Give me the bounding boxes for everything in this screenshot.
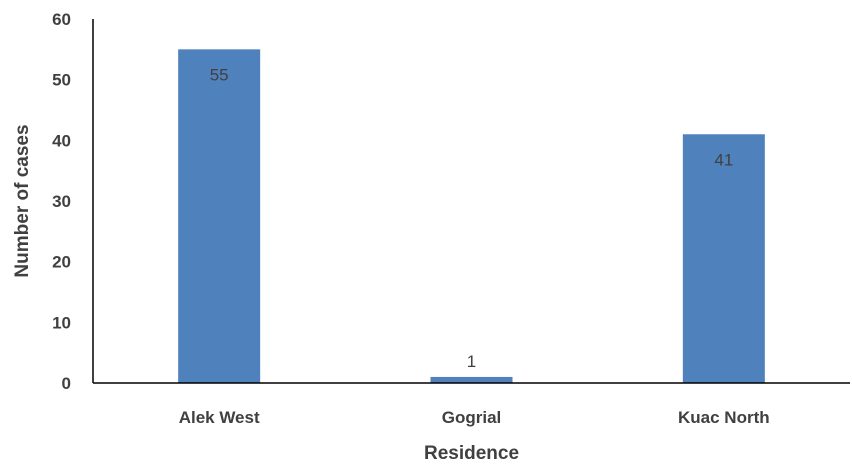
bar-gogrial [430,376,513,383]
y-axis-ticks: 0 10 20 30 40 50 60 [52,10,71,393]
data-labels-group: 55 1 41 [210,65,734,371]
data-label: 55 [210,65,229,84]
x-tick-label: Alek West [179,408,260,427]
bars-group [178,49,765,383]
x-axis-ticks: Alek West Gogrial Kuac North [179,408,770,427]
y-tick-label: 20 [52,253,71,272]
y-tick-label: 30 [52,192,71,211]
bar-alek-west [178,49,261,383]
x-tick-label: Gogrial [442,408,502,427]
data-label: 1 [467,352,476,371]
y-tick-label: 10 [52,313,71,332]
y-tick-label: 40 [52,131,71,150]
y-tick-label: 0 [62,374,71,393]
y-tick-label: 60 [52,10,71,29]
x-axis-title: Residence [424,443,519,464]
data-label: 41 [714,150,733,169]
bar-kuac-north [682,134,765,383]
y-tick-label: 50 [52,71,71,90]
y-axis-title: Number of cases [12,124,33,277]
x-tick-label: Kuac North [678,408,770,427]
